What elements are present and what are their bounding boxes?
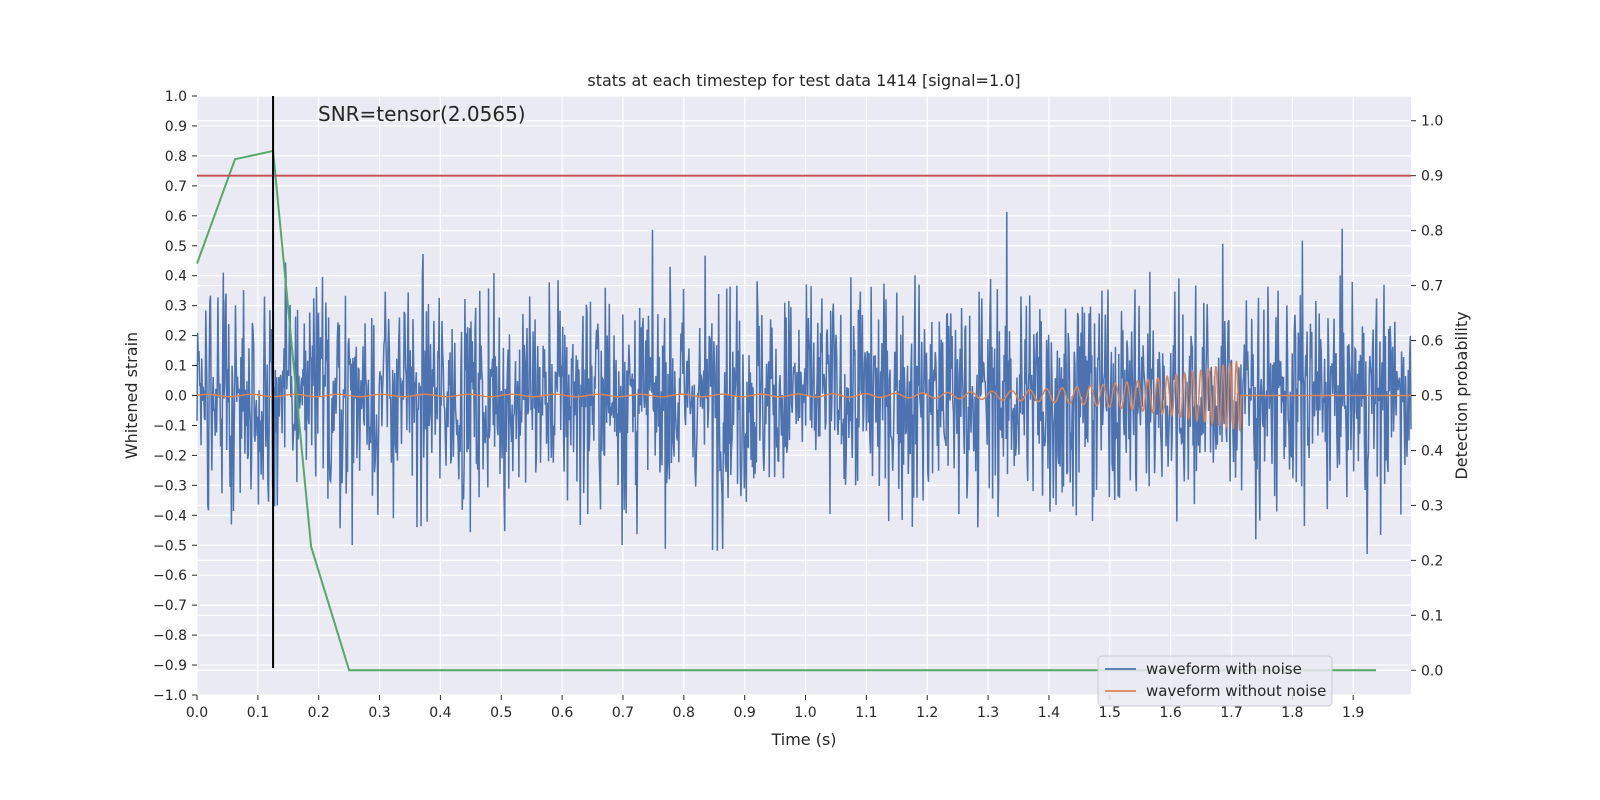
y2-tick-label: 0.2 <box>1421 553 1443 569</box>
x-tick-label: 0.0 <box>186 705 208 721</box>
y-tick-label: −0.2 <box>153 448 187 464</box>
y2-tick-label: 0.3 <box>1421 498 1443 514</box>
x-tick-label: 1.7 <box>1220 705 1242 721</box>
x-tick-label: 0.6 <box>551 705 573 721</box>
x-tick-label: 0.8 <box>673 705 695 721</box>
x-tick-label: 1.6 <box>1160 705 1182 721</box>
x-tick-label: 0.9 <box>734 705 756 721</box>
y-tick-label: −1.0 <box>153 688 187 704</box>
series-waveform-without-noise <box>196 360 1411 432</box>
chart-title: stats at each timestep for test data 141… <box>587 71 1020 90</box>
x-tick-label: 0.7 <box>612 705 634 721</box>
legend-label-noise: waveform with noise <box>1146 660 1302 678</box>
x-tick-label: 1.8 <box>1281 705 1303 721</box>
x-tick-label: 1.2 <box>916 705 938 721</box>
x-tick-label: 0.4 <box>429 705 451 721</box>
x-tick-label: 0.2 <box>308 705 330 721</box>
x-axis-label: Time (s) <box>770 730 836 749</box>
y-tick-label: −0.6 <box>153 568 187 584</box>
y2-tick-label: 0.6 <box>1421 334 1443 350</box>
y-tick-label: −0.8 <box>153 628 187 644</box>
series-layer <box>196 96 1412 672</box>
y2-tick-label: 0.9 <box>1421 169 1443 185</box>
y2-axis-label: Detection probability <box>1452 311 1471 479</box>
legend-label-clean: waveform without noise <box>1146 682 1326 700</box>
y-tick-label: 0.8 <box>165 149 187 165</box>
y-tick-label: 0.0 <box>165 389 187 405</box>
y-axis-label: Whitened strain <box>122 332 141 459</box>
y-tick-label: 0.9 <box>165 119 187 135</box>
y2-tick-label: 1.0 <box>1421 114 1443 130</box>
y-tick-label: −0.1 <box>153 418 187 434</box>
x-tick-label: 1.0 <box>794 705 816 721</box>
y-axis-ticks: 1.0 0.9 0.8 0.7 0.6 0.5 0.4 0.3 0.2 0.1 0.0 −0.1 −0.… <box>153 89 197 704</box>
y-tick-label: 0.4 <box>165 269 187 285</box>
x-tick-label: 1.5 <box>1099 705 1121 721</box>
x-tick-label: 0.1 <box>247 705 269 721</box>
y-tick-label: −0.9 <box>153 658 187 674</box>
series-detection-probability <box>196 149 1377 672</box>
x-tick-label: 1.1 <box>855 705 877 721</box>
y-tick-label: 0.2 <box>165 329 187 345</box>
y2-tick-label: 0.5 <box>1421 389 1443 405</box>
y2-tick-label: 0.8 <box>1421 224 1443 240</box>
x-tick-label: 0.5 <box>490 705 512 721</box>
legend: waveform with noise waveform without noi… <box>1097 655 1333 707</box>
legend-box <box>1097 655 1333 707</box>
y-tick-label: −0.3 <box>153 478 187 494</box>
x-tick-label: 1.4 <box>1038 705 1060 721</box>
y-tick-label: −0.7 <box>153 598 187 614</box>
y2-tick-label: 0.7 <box>1421 279 1443 295</box>
y2-tick-label: 0.0 <box>1421 663 1443 679</box>
x-tick-label: 1.9 <box>1342 705 1364 721</box>
y2-tick-label: 0.4 <box>1421 443 1443 459</box>
y-tick-label: −0.5 <box>153 538 187 554</box>
x-axis-ticks: 0.0 0.1 0.2 0.3 0.4 0.5 0.6 0.7 0.8 0.9 1.0 1.1 1.2 1… <box>186 695 1364 721</box>
y-tick-label: 0.1 <box>165 359 187 375</box>
y-tick-label: 0.5 <box>165 239 187 255</box>
grid-lines <box>196 95 1411 696</box>
y-tick-label: 1.0 <box>165 89 187 105</box>
y-tick-label: 0.7 <box>165 179 187 195</box>
series-waveform-with-noise <box>196 211 1412 554</box>
y2-axis-ticks: 1.0 0.9 0.8 0.7 0.6 0.5 0.4 0.3 0.2 0.1 0.0 <box>1411 114 1443 679</box>
y-tick-label: −0.4 <box>153 508 187 524</box>
snr-annotation: SNR=tensor(2.0565) <box>318 102 526 126</box>
y-tick-label: 0.6 <box>165 209 187 225</box>
x-tick-label: 0.3 <box>368 705 390 721</box>
y2-tick-label: 0.1 <box>1421 608 1443 624</box>
y-tick-label: 0.3 <box>165 299 187 315</box>
x-tick-label: 1.3 <box>977 705 999 721</box>
